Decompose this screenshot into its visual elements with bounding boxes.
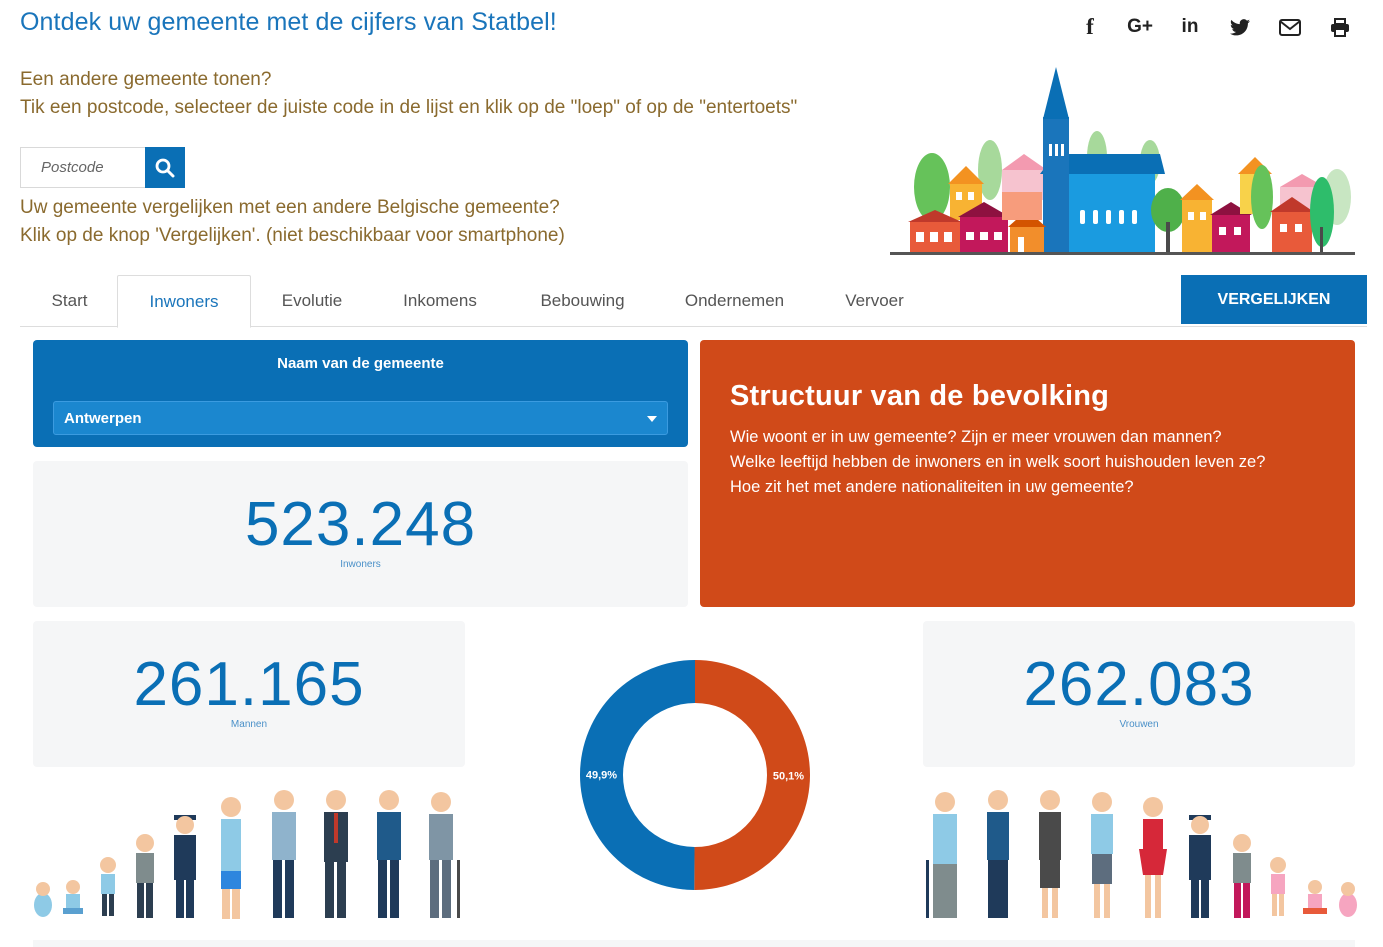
google-plus-icon[interactable]: G+	[1115, 12, 1165, 42]
tab-inkomens[interactable]: Inkomens	[403, 291, 477, 310]
info-line-1: Wie woont er in uw gemeente? Zijn er mee…	[730, 428, 1222, 446]
share-bar: f G+ in	[1065, 12, 1365, 42]
inhabitants-value: 523.248	[244, 490, 477, 559]
donut-slice-women[interactable]	[694, 660, 811, 890]
women-label: Vrouwen	[1119, 719, 1159, 730]
facebook-glyph: f	[1086, 14, 1094, 39]
page-title: Ontdek uw gemeente met de cijfers van St…	[20, 8, 557, 36]
men-label: Mannen	[230, 719, 268, 730]
compare-question: Uw gemeente vergelijken met een andere B…	[20, 197, 560, 218]
info-title: Structuur van de bevolking	[730, 380, 1110, 412]
compare-instruction: Klik op de knop 'Vergelijken'. (niet bes…	[20, 225, 565, 246]
compare-button[interactable]: VERGELIJKEN	[1181, 275, 1367, 324]
tab-bar: Start Inwoners Evolutie Inkomens Bebouwi…	[20, 275, 1367, 328]
village-illustration	[890, 67, 1355, 255]
municipality-card: Naam van de gemeente Antwerpen	[33, 340, 688, 447]
postcode-input[interactable]	[20, 147, 145, 188]
population-structure-card: Structuur van de bevolking Wie woont er …	[700, 340, 1355, 607]
tab-inwoners[interactable]: Inwoners	[117, 275, 251, 328]
mail-icon[interactable]	[1265, 12, 1315, 42]
chevron-down-icon	[647, 416, 657, 422]
print-icon[interactable]	[1315, 12, 1365, 42]
intro-instruction: Tik een postcode, selecteer de juiste co…	[20, 97, 798, 118]
google-plus-glyph: G+	[1127, 16, 1153, 37]
municipality-label: Naam van de gemeente	[277, 355, 444, 372]
search-button[interactable]	[145, 147, 185, 188]
tab-bebouwing[interactable]: Bebouwing	[540, 291, 625, 310]
tab-start[interactable]: Start	[51, 291, 88, 310]
gender-donut-chart: 49,9% 50,1%	[580, 660, 811, 890]
inhabitants-label: Inwoners	[340, 559, 381, 570]
men-value: 261.165	[133, 650, 365, 719]
facebook-icon[interactable]: f	[1065, 12, 1115, 42]
linkedin-icon[interactable]: in	[1165, 12, 1215, 42]
slice-label-women: 50,1%	[773, 770, 804, 782]
next-section-card	[33, 940, 1355, 947]
twitter-icon[interactable]	[1215, 12, 1265, 42]
women-value: 262.083	[1023, 650, 1255, 719]
municipality-selected: Antwerpen	[64, 409, 142, 427]
inhabitants-card: 523.248 Inwoners	[33, 461, 688, 607]
linkedin-glyph: in	[1181, 16, 1199, 37]
tab-vervoer[interactable]: Vervoer	[845, 291, 904, 310]
postcode-search	[20, 147, 185, 188]
intro-question: Een andere gemeente tonen?	[20, 69, 272, 90]
men-age-illustration	[34, 790, 460, 919]
municipality-select[interactable]: Antwerpen	[53, 401, 668, 435]
women-card: 262.083 Vrouwen	[923, 621, 1355, 767]
info-line-3: Hoe zit het met andere nationaliteiten i…	[730, 478, 1134, 496]
men-card: 261.165 Mannen	[33, 621, 465, 767]
tab-ondernemen[interactable]: Ondernemen	[684, 291, 785, 310]
tab-evolutie[interactable]: Evolutie	[281, 291, 343, 310]
donut-slice-men[interactable]	[580, 660, 695, 890]
slice-label-men: 49,9%	[586, 770, 617, 782]
info-line-2: Welke leeftijd hebben de inwoners en in …	[730, 453, 1266, 471]
women-age-illustration	[926, 790, 1357, 918]
search-icon	[155, 158, 175, 177]
